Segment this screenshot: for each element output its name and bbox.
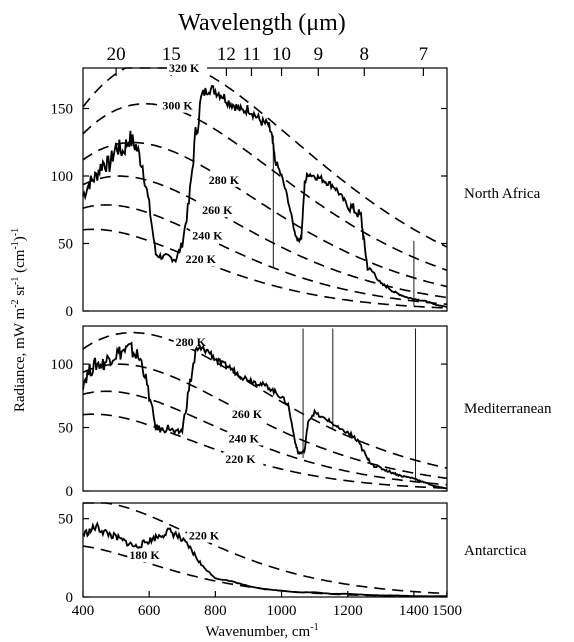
y-tick-label-na-150: 150 — [51, 102, 74, 118]
panel-north-africa: 0 50 100 150 320 K 300 K 280 K 260 K 240 K 220 K — [51, 61, 448, 320]
temp-label-na-320k: 320 K — [169, 61, 200, 75]
temp-label-med-240k: 240 K — [229, 431, 260, 445]
region-label-mediterranean: Mediterranean — [464, 401, 552, 417]
temp-label-med-220k: 220 K — [225, 452, 256, 466]
temp-label-na-280k: 280 K — [209, 173, 240, 187]
top-tick-label-11: 11 — [242, 44, 260, 65]
spectrum-line-na — [82, 84, 447, 308]
top-axis-title-unit: μm — [306, 10, 338, 36]
top-tick-label-9: 9 — [314, 44, 324, 65]
temp-label-na-220k: 220 K — [186, 252, 217, 266]
blackbody-curve-na-320k — [82, 67, 448, 248]
top-axis-title-main: Wavelength ( — [178, 10, 306, 36]
temp-label-na-300k: 300 K — [162, 99, 193, 113]
blackbody-curve-na-280k — [82, 141, 448, 288]
blackbody-curve-med-260k — [82, 363, 448, 480]
top-axis-title-close: ) — [338, 10, 346, 36]
top-axis-title: Wavelength (μm) — [178, 10, 346, 36]
panel-mediterranean: 0 50 100 280 K 260 K 240 K 220 K — [51, 325, 448, 500]
temp-label-ant-180k: 180 K — [129, 548, 160, 562]
top-tick-label-10: 10 — [272, 44, 291, 65]
y-tick-label-ant-50: 50 — [58, 512, 73, 528]
temp-label-med-260k: 260 K — [232, 407, 263, 421]
x-tick-label-600: 600 — [138, 603, 161, 619]
top-tick-label-15: 15 — [162, 44, 181, 65]
panel-antarctica: 0 50 220 K 180 K 400 600 800 1000 1200 1400 1500 — [58, 502, 462, 619]
blackbody-curve-na-300k — [82, 103, 448, 271]
x-tick-label-1400: 1400 — [399, 603, 429, 619]
x-tick-label-400: 400 — [72, 603, 95, 619]
spectrum-line-ant — [82, 521, 447, 598]
top-axis-ticks: 20 15 12 11 10 9 8 7 — [107, 44, 429, 76]
top-tick-label-20: 20 — [107, 44, 126, 65]
x-tick-label-800: 800 — [204, 603, 227, 619]
plot-frame-na — [82, 67, 448, 312]
spectrum-line-med — [82, 341, 448, 490]
plot-frame-ant — [82, 502, 448, 598]
blackbody-curve-na-220k — [82, 228, 447, 309]
temp-label-na-240k: 240 K — [192, 228, 223, 242]
x-tick-label-1000: 1000 — [267, 603, 297, 619]
blackbody-curve-ant-220k — [83, 502, 447, 595]
blackbody-curve-med-280k — [82, 331, 448, 469]
temp-label-bg-na-300 — [160, 98, 201, 113]
y-axis-title: Radiance, mW m-2 sr-1 (cm-1)-1 — [10, 228, 28, 412]
y-tick-label-med-100: 100 — [51, 357, 74, 373]
temp-label-bg-na-260 — [200, 203, 241, 218]
temp-label-bg-na-220 — [183, 252, 224, 267]
temp-label-ant-220k: 220 K — [189, 529, 220, 543]
temp-label-bg-na-280 — [206, 172, 247, 187]
temp-label-na-260k: 260 K — [202, 203, 233, 217]
temp-label-med-280k: 280 K — [176, 335, 207, 349]
blackbody-curve-na-240k — [82, 204, 448, 306]
temp-label-bg-ant-220 — [186, 528, 227, 543]
x-axis-title: Wavenumber, cm-1 — [205, 622, 318, 640]
temp-label-bg-med-220 — [223, 451, 264, 466]
top-tick-label-12: 12 — [217, 44, 236, 65]
temp-label-bg-na-240 — [190, 228, 231, 243]
region-label-antarctica: Antarctica — [464, 543, 527, 559]
y-tick-label-med-0: 0 — [66, 484, 74, 500]
temp-label-bg-na-320 — [167, 61, 208, 75]
y-tick-label-med-50: 50 — [58, 421, 73, 437]
plot-frame-med — [82, 325, 448, 492]
temp-label-bg-med-260 — [229, 407, 270, 422]
x-tick-label-1200: 1200 — [333, 603, 363, 619]
temp-label-bg-ant-180 — [127, 548, 168, 563]
region-label-north-africa: North Africa — [464, 186, 541, 202]
y-tick-label-na-100: 100 — [51, 169, 74, 185]
y-tick-label-na-0: 0 — [66, 304, 74, 320]
blackbody-curve-med-220k — [82, 413, 448, 489]
top-tick-label-8: 8 — [360, 44, 370, 65]
temp-label-bg-med-240 — [226, 431, 267, 446]
y-tick-label-na-50: 50 — [58, 237, 73, 253]
blackbody-curve-med-240k — [82, 390, 448, 486]
x-tick-label-1500: 1500 — [432, 603, 462, 619]
y-tick-label-ant-0: 0 — [66, 590, 74, 606]
top-tick-label-7: 7 — [419, 44, 429, 65]
